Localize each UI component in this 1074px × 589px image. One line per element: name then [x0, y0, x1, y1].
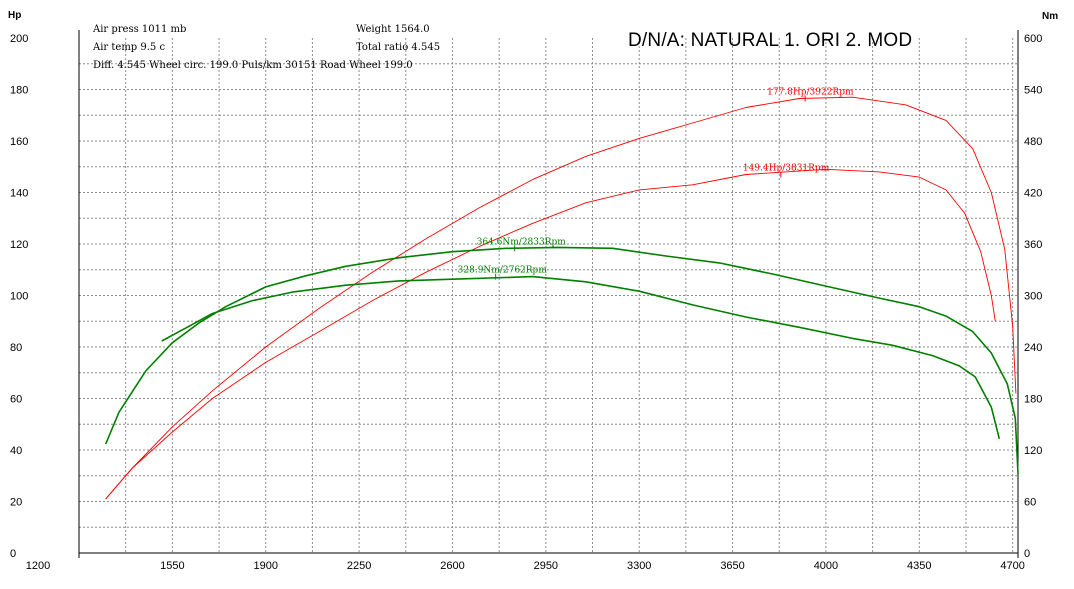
peak-label: 328.9Nm/2762Rpm: [458, 266, 548, 276]
y-tick-label: 200: [10, 33, 28, 45]
air-pressure-label: Air press 1011 mb: [93, 24, 187, 35]
x-tick-label: 1550: [160, 560, 184, 572]
y-tick-label: 60: [10, 394, 22, 406]
right-axis-unit: Nm: [1042, 11, 1059, 22]
torque-curve-3: [104, 246, 1019, 475]
peak-labels: 177.8Hp/3922Rpm 149.4Hp/3831Rpm 364.6Nm/28…: [458, 88, 854, 280]
tick-labels: 0 20 40 60 80 100 120 140 160 180 200 0 60 120 180 240 3…: [10, 33, 1042, 572]
x-tick-label: 1900: [253, 560, 277, 572]
x-tick-label: 3650: [720, 560, 744, 572]
peak-label: 364.6Nm/2833Rpm: [477, 237, 567, 247]
grid: [79, 38, 1018, 553]
y2-tick-label: 0: [1024, 548, 1030, 560]
y2-tick-label: 120: [1024, 445, 1042, 457]
axes: [78, 30, 1019, 558]
x-tick-label: 2600: [440, 560, 464, 572]
weight-label: Weight 1564.0: [356, 24, 430, 35]
y-tick-label: 80: [10, 342, 22, 354]
power-curve-2: [105, 168, 996, 500]
y-tick-label: 180: [10, 85, 28, 97]
air-temp-label: Air temp 9.5 c: [93, 42, 166, 53]
chart-title: D/N/A: NATURAL 1. ORI 2. MOD: [628, 30, 913, 51]
y-tick-label: 120: [10, 239, 28, 251]
y2-tick-label: 540: [1024, 85, 1042, 97]
total-ratio-label: Total ratio 4.545: [356, 42, 441, 53]
torque-curve-4: [161, 275, 1001, 439]
power-curve-1: [105, 96, 1017, 500]
y2-tick-label: 300: [1024, 291, 1042, 303]
y-tick-label: 20: [10, 497, 22, 509]
x-tick-label: 4350: [907, 560, 931, 572]
x-tick-label: 3300: [627, 560, 651, 572]
y-tick-label: 40: [10, 445, 22, 457]
x-tick-label: 2250: [347, 560, 371, 572]
y2-tick-label: 480: [1024, 136, 1042, 148]
peak-label: 177.8Hp/3922Rpm: [767, 88, 854, 98]
x-tick-label: 4700: [1000, 560, 1024, 572]
y-tick-label: 0: [10, 548, 16, 560]
x-tick-label: 1200: [26, 560, 50, 572]
x-tick-label: 2950: [534, 560, 558, 572]
y2-tick-label: 240: [1024, 342, 1042, 354]
y-tick-label: 140: [10, 188, 28, 200]
peak-label: 149.4Hp/3831Rpm: [743, 163, 830, 173]
y-tick-label: 160: [10, 136, 28, 148]
y2-tick-label: 420: [1024, 188, 1042, 200]
x-tick-label: 4000: [814, 560, 838, 572]
series-curves: [104, 96, 1019, 500]
drivetrain-info: Diff. 4.545 Wheel circ. 199.0 Puls/km 30…: [93, 60, 413, 71]
y2-tick-label: 60: [1024, 497, 1036, 509]
y-tick-label: 100: [10, 291, 28, 303]
y2-tick-label: 180: [1024, 394, 1042, 406]
left-axis-unit: Hp: [8, 10, 22, 21]
y2-tick-label: 600: [1024, 33, 1042, 45]
y2-tick-label: 360: [1024, 239, 1042, 251]
